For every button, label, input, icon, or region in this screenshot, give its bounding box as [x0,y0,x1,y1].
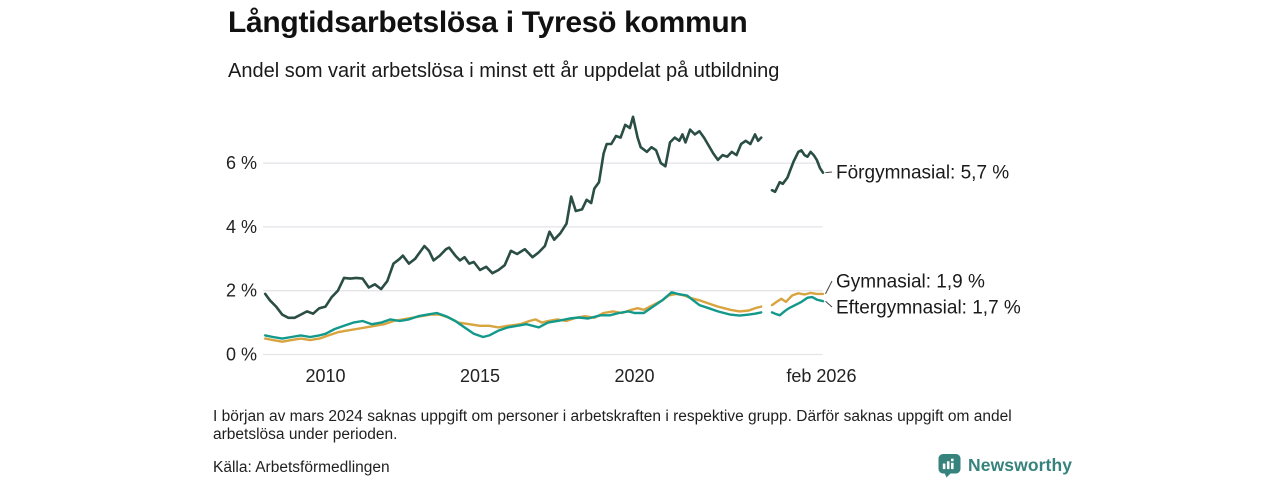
y-axis-label: 4 % [226,217,257,237]
chart-title: Långtidsarbetslösa i Tyresö kommun [228,6,748,39]
annotation-connector-eftergymnasial [825,300,833,308]
y-axis-label: 2 % [226,281,257,301]
newsworthy-logo-icon [938,453,961,477]
x-axis-label: 2010 [305,366,345,386]
series-end-label-förgymnasial: Förgymnasial: 5,7 % [836,163,1009,184]
source-attribution: Källa: Arbetsförmedlingen [213,459,390,476]
line-förgymnasial [263,115,825,320]
x-axis-label: 2015 [460,366,500,386]
annotation-connector-gymnasial [825,280,833,295]
x-axis-label: feb 2026 [786,366,856,386]
y-axis-label: 0 % [226,345,257,365]
annotation-connector-förgymnasial [825,171,833,174]
chart-subtitle: Andel som varit arbetslösa i minst ett å… [228,60,780,82]
y-axis-label: 6 % [226,153,257,173]
footnote: I början av mars 2024 saknas uppgift om … [213,408,1012,444]
x-axis-label: 2020 [614,366,654,386]
line-eftergymnasial [264,291,825,340]
series-end-label-eftergymnasial: Eftergymnasial: 1,7 % [836,298,1021,319]
series-end-label-gymnasial: Gymnasial: 1,9 % [836,272,985,293]
newsworthy-logo-text: Newsworthy [968,454,1073,475]
newsworthy-logo: Newsworthy [938,451,1072,479]
line-gymnasial [264,291,825,343]
